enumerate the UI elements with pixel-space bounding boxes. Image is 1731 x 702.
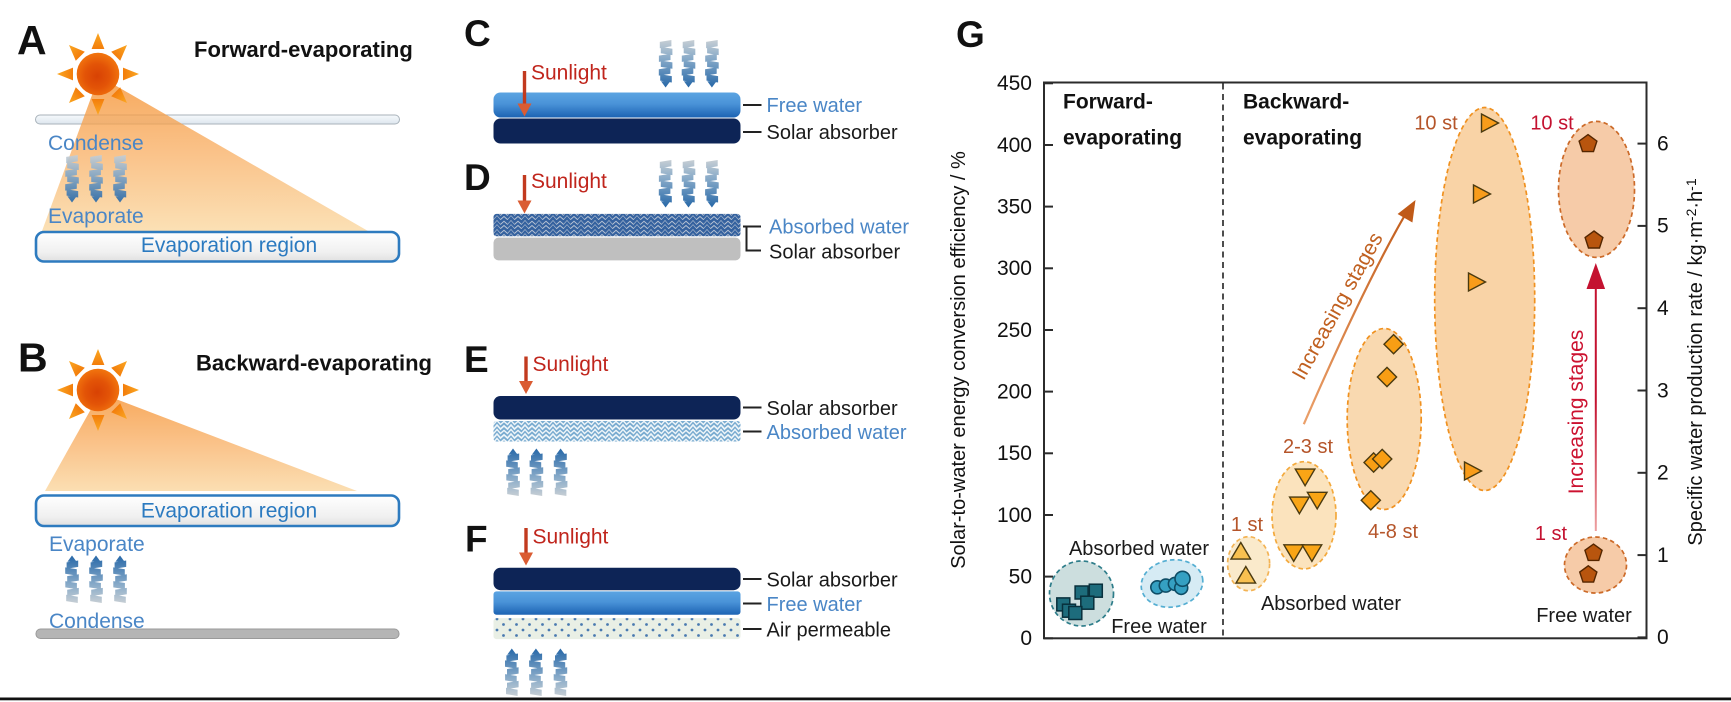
svg-text:100: 100 [997,504,1032,527]
svg-text:350: 350 [997,195,1032,218]
svg-text:Solar absorber: Solar absorber [767,398,899,420]
svg-text:Sunlight: Sunlight [533,526,609,549]
svg-text:4: 4 [1657,297,1669,320]
svg-text:B: B [18,335,48,381]
svg-text:Backward-evaporating: Backward-evaporating [196,351,432,376]
svg-text:Air permeable: Air permeable [767,620,892,642]
svg-text:0: 0 [1657,626,1669,649]
svg-text:300: 300 [997,257,1032,280]
svg-text:Free water: Free water [1536,605,1632,627]
svg-text:Solar-to-water energy conversi: Solar-to-water energy conversion efficie… [948,151,970,569]
svg-text:Evaporation region: Evaporation region [141,500,317,523]
svg-text:450: 450 [997,72,1032,95]
svg-text:1 st: 1 st [1535,523,1568,545]
svg-text:Solar absorber: Solar absorber [767,122,899,144]
svg-text:E: E [464,339,489,380]
svg-text:C: C [464,13,491,54]
svg-text:Sunlight: Sunlight [533,353,609,376]
svg-text:1 st: 1 st [1231,514,1264,536]
svg-text:Free water: Free water [767,594,863,616]
svg-text:A: A [17,17,47,63]
svg-text:Absorbed water: Absorbed water [1069,538,1209,560]
svg-text:Condense: Condense [48,132,144,155]
svg-text:G: G [956,14,985,55]
svg-text:Evaporate: Evaporate [49,533,145,556]
svg-text:0: 0 [1020,627,1032,650]
svg-text:2: 2 [1657,462,1669,485]
svg-text:Sunlight: Sunlight [531,170,607,193]
svg-text:Sunlight: Sunlight [531,62,607,85]
svg-text:Free water: Free water [1111,616,1207,638]
svg-text:Absorbed water: Absorbed water [767,422,907,444]
svg-text:F: F [465,519,488,560]
svg-text:Evaporate: Evaporate [48,205,144,228]
svg-text:Free water: Free water [767,95,863,117]
svg-text:10 st: 10 st [1414,113,1458,135]
svg-text:Solar absorber: Solar absorber [767,570,899,592]
svg-text:Specific water production rate: Specific water production rate / kg·m-2·… [1683,178,1707,546]
svg-text:50: 50 [1009,565,1032,588]
svg-text:Forward-evaporating: Forward-evaporating [194,37,413,62]
svg-text:150: 150 [997,442,1032,465]
svg-text:Backward-: Backward- [1243,91,1349,114]
svg-text:400: 400 [997,134,1032,157]
svg-text:Condense: Condense [49,610,145,633]
svg-text:1: 1 [1657,544,1669,567]
svg-text:evaporating: evaporating [1243,127,1362,150]
svg-text:200: 200 [997,380,1032,403]
svg-text:Forward-: Forward- [1063,91,1153,114]
svg-text:Evaporation region: Evaporation region [141,234,317,257]
svg-text:2-3 st: 2-3 st [1283,436,1333,458]
svg-text:Increasing stages: Increasing stages [1565,330,1588,495]
svg-text:Solar absorber: Solar absorber [769,242,901,264]
svg-text:5: 5 [1657,215,1669,238]
svg-text:6: 6 [1657,132,1669,155]
svg-text:4-8 st: 4-8 st [1368,521,1418,543]
svg-text:Absorbed water: Absorbed water [769,217,909,239]
svg-text:3: 3 [1657,379,1669,402]
svg-text:Absorbed water: Absorbed water [1261,593,1401,615]
svg-text:10 st: 10 st [1530,113,1574,135]
svg-text:250: 250 [997,319,1032,342]
svg-text:evaporating: evaporating [1063,127,1182,150]
svg-text:D: D [464,157,491,198]
